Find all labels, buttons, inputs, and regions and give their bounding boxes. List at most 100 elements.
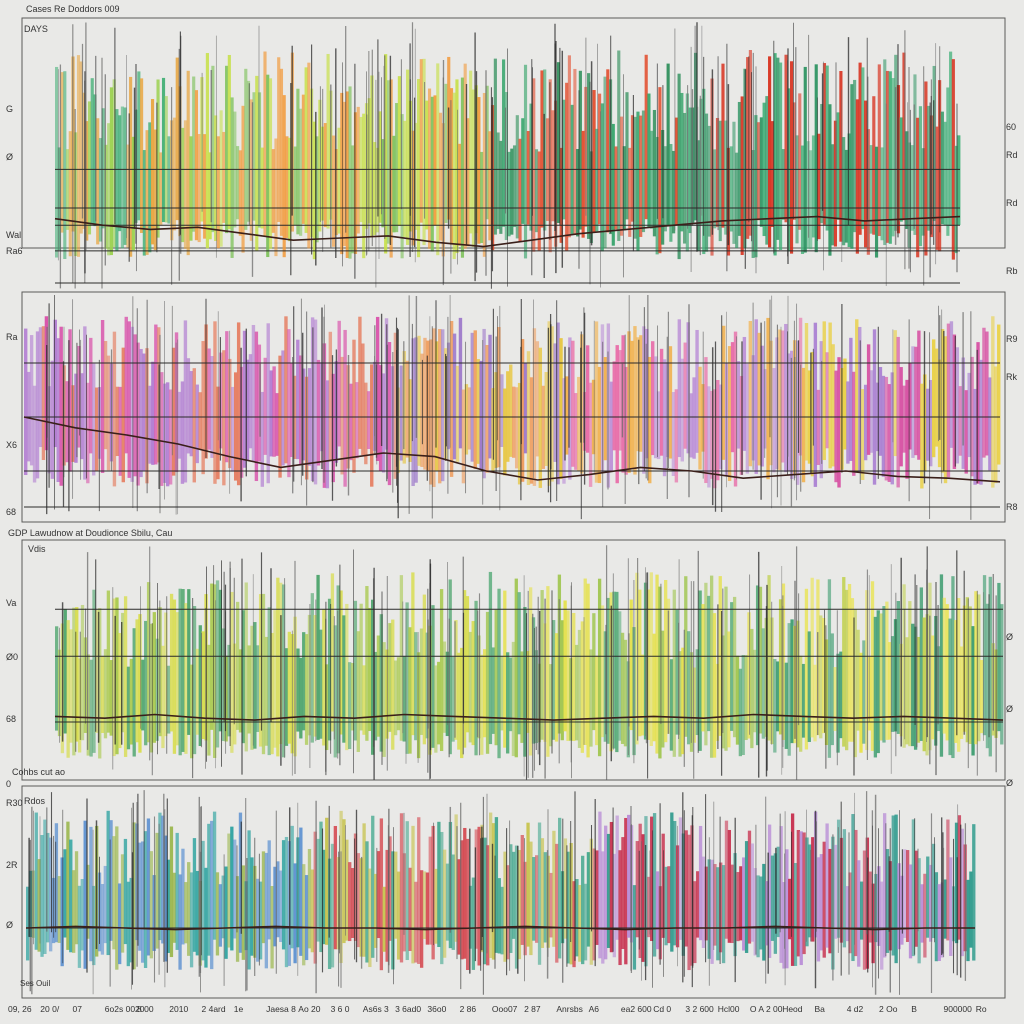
panel-4-bar — [670, 812, 674, 952]
panel-3-bar — [649, 572, 653, 746]
panel-4-bar — [212, 811, 217, 940]
panel-3-bar — [284, 648, 289, 746]
panel-2-bar — [331, 373, 335, 483]
panel-2-bar — [517, 382, 522, 485]
panel-2-bar — [946, 323, 951, 478]
panel-2-bar — [760, 345, 764, 467]
panel-1-bar — [427, 88, 432, 249]
panel-3-bar — [138, 614, 142, 753]
panel-4-bar — [581, 855, 585, 965]
panel-4-bar — [908, 864, 913, 959]
panel-3-bar — [850, 598, 855, 742]
panel-1-bar — [205, 53, 209, 249]
panel-4-bar — [451, 854, 455, 950]
panel-4-bar — [739, 866, 743, 941]
panel-2-bar — [550, 326, 554, 482]
panel-4-bar — [247, 830, 251, 970]
panel-4-bar — [558, 817, 562, 959]
panel-2-bar — [68, 329, 72, 472]
panel-4-bar — [859, 881, 864, 940]
panel-4-bar — [750, 843, 754, 942]
panel-2-bar — [130, 326, 134, 482]
panel-3-bar — [72, 607, 76, 756]
panel-3-bar — [396, 657, 401, 731]
panel-2-bar — [207, 348, 211, 450]
panel-3-bar — [520, 651, 524, 743]
panel-4-bar — [903, 849, 907, 938]
panel-4-bar — [365, 841, 369, 963]
panel-1-bar — [406, 69, 410, 245]
panel-3-bar — [687, 631, 691, 745]
panel-2-bar — [35, 331, 40, 479]
panel-1-bar — [219, 110, 223, 247]
panel-1-bar — [156, 79, 160, 238]
panel-3-bar — [273, 610, 277, 748]
panel-1-bar — [674, 117, 678, 225]
panel-2-bar — [29, 335, 34, 466]
panel-4-bar — [129, 877, 133, 963]
panel-2-bar — [251, 324, 256, 462]
x-tick-label: Ba — [815, 1004, 826, 1014]
panel-3-bar — [707, 595, 711, 732]
panel-1-corner-label: DAYS — [24, 24, 48, 34]
panel-2-bar — [426, 340, 430, 472]
panel-3-trend-line — [54, 713, 1004, 721]
panel-4-bar — [454, 814, 458, 942]
panel-2-bar — [343, 329, 347, 487]
panel-3-bar — [362, 665, 366, 735]
panel-4-bar — [532, 857, 536, 941]
panel-2-bar — [887, 384, 892, 482]
left-tick-label: 2R — [6, 860, 18, 870]
panel-4-bar — [445, 863, 450, 941]
panel-3-bar — [842, 577, 846, 747]
panel-1-bar — [946, 87, 950, 236]
panel-3-bar — [310, 593, 314, 743]
panel-3-bar — [235, 601, 240, 730]
panel-4-bar — [207, 823, 211, 956]
panel-2-bar — [328, 331, 333, 461]
panel-1-bar — [504, 92, 508, 241]
panel-4-bar — [187, 862, 191, 956]
panel-4-bar — [822, 841, 826, 958]
panel-2-bar — [213, 321, 217, 484]
panel-3-bar — [919, 587, 923, 741]
panel-4-bar — [474, 829, 478, 949]
panel-1-bar — [430, 96, 434, 252]
panel-4-bar — [678, 817, 683, 940]
panel-1-bar — [910, 145, 914, 231]
panel-1-bar — [567, 55, 571, 238]
panel-1-bar — [222, 131, 226, 223]
panel-4-bar — [319, 821, 323, 953]
panel-1-bar — [669, 144, 673, 242]
panel-2-bar — [908, 362, 912, 450]
x-tick-label: B — [911, 1004, 917, 1014]
panel-4-bar — [583, 883, 588, 961]
panel-1-bar — [449, 88, 454, 245]
panel-3-bar — [638, 589, 642, 737]
panel-3-bar — [66, 620, 70, 758]
panel-4-bar — [299, 827, 303, 956]
x-tick-label: 3 6ad0 — [395, 1004, 421, 1014]
panel-2-bar — [260, 391, 265, 487]
panel-3-bar — [281, 584, 286, 758]
panel-1-bar — [214, 115, 218, 241]
panel-4-bar — [57, 876, 61, 943]
panel-2-bar — [367, 391, 371, 450]
panel-1-bar — [502, 59, 506, 227]
panel-4-bar — [526, 822, 530, 947]
panel-4-bar — [419, 870, 424, 968]
panel-4-bar — [164, 835, 168, 962]
panel-1-bar — [159, 152, 163, 225]
panel-2-bar — [177, 391, 182, 459]
panel-4-bar — [463, 827, 467, 959]
panel-3-bar — [330, 573, 335, 732]
panel-4-bar — [489, 812, 493, 958]
panel-2-bar — [982, 327, 986, 458]
panel-3-bar — [819, 615, 823, 739]
panel-3-bar — [457, 652, 461, 750]
panel-4-bar — [118, 883, 122, 965]
panel-3-bar — [790, 619, 794, 744]
panel-4-bar — [74, 851, 79, 945]
right-tick-label: Rd — [1006, 150, 1018, 160]
panel-3-bar — [606, 597, 610, 744]
